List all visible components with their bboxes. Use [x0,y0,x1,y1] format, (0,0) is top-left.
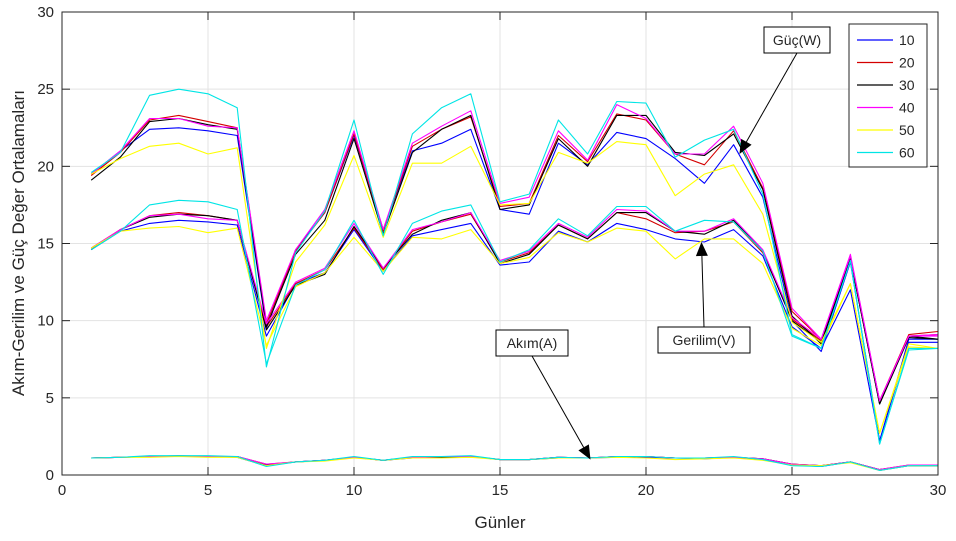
annotation: Güç(W) [739,26,831,154]
series-line-60-current [91,455,938,471]
x-tick-label: 10 [346,482,363,499]
legend-label: 60 [899,145,915,161]
annotation-box [657,326,751,354]
legend-entry: 10 [857,32,915,48]
annotation-arrow-line [531,355,585,448]
y-tick-label: 20 [37,158,54,175]
annotation-box [495,329,569,357]
series-line-60-power [90,88,939,445]
x-tick-label: 0 [58,482,66,499]
y-axis-title: Akım-Gerilim ve Güç Değer Ortalamaları [9,90,28,396]
y-tick-label: 25 [37,81,54,98]
annotation-box [763,26,831,54]
y-tick-label: 10 [37,313,54,330]
legend-label: 20 [899,55,915,71]
legend-entry: 30 [857,77,915,93]
legend-entry: 20 [857,55,915,71]
annotation-arrow-head [695,241,708,257]
annotation-label: Gerilim(V) [673,332,736,348]
y-tick-label: 30 [37,4,54,21]
legend-label: 30 [899,77,915,93]
y-tick-label: 5 [46,390,54,407]
legend-label: 40 [899,100,915,116]
legend-entry: 40 [857,100,915,116]
annotation-label: Akım(A) [507,335,558,351]
legend-box [848,23,928,168]
x-tick-label: 30 [930,482,947,499]
annotation-arrow-line [701,255,705,328]
legend-label: 50 [899,122,915,138]
annotation: Akım(A) [495,329,591,460]
legend-entry: 50 [857,122,915,138]
y-tick-label: 0 [46,467,54,484]
y-tick-label: 15 [37,236,54,253]
series-line-40-power [90,104,939,402]
series-lines [90,88,939,471]
series-line-10-voltage [90,219,938,442]
x-tick-label: 20 [638,482,655,499]
annotation: Gerilim(V) [657,241,751,354]
legend-entry: 60 [857,145,915,161]
series-line-60-voltage [90,199,938,445]
axis-ticks: 0 5 10 15 20 25 30 0 5 10 15 20 25 30 [37,4,946,499]
legend: 10 20 30 40 50 60 [848,23,928,168]
x-axis-title: Günler [474,513,525,532]
annotation-arrow-line [745,52,798,143]
annotation-arrow-head [578,444,591,460]
series-line-50-power [90,141,939,434]
x-tick-label: 5 [204,482,212,499]
series-line-20-power [90,113,939,402]
annotations: Güç(W) Gerilim(V) Akım(A) [495,26,831,460]
legend-label: 10 [899,32,915,48]
annotation-arrow-head [739,138,752,154]
x-tick-label: 15 [492,482,509,499]
series-line-50-voltage [90,225,939,434]
annotation-label: Güç(W) [773,32,821,48]
x-tick-label: 25 [784,482,801,499]
